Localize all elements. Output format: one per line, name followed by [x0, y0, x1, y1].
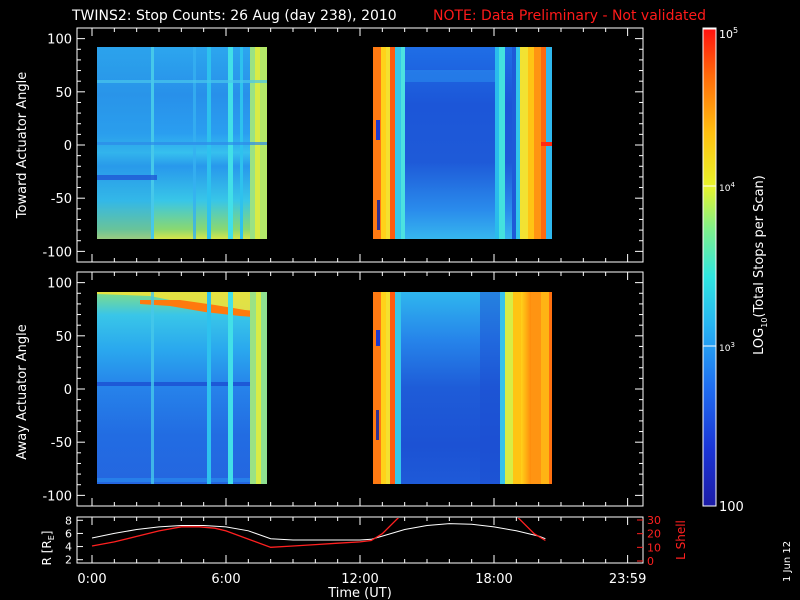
- toward-heatmap-right: [373, 47, 552, 239]
- orbit-xaxis: 0:00 6:00 12:00 18:00 23:59: [77, 517, 646, 587]
- ytick-label: -50: [51, 436, 72, 451]
- away-heatmap-right: [373, 292, 552, 484]
- orbit-lines: [91, 518, 546, 548]
- ytick-label: 50: [55, 330, 72, 345]
- figure-title: TWINS2: Stop Counts: 26 Aug (day 238), 2…: [71, 8, 397, 24]
- l-tick-label: 10: [647, 541, 661, 554]
- toward-ylabel: Toward Actuator Angle: [15, 72, 30, 219]
- ytick-label: -100: [42, 245, 72, 260]
- preliminary-note: NOTE: Data Preliminary - Not validated: [433, 8, 706, 24]
- l-tick-label: 0: [647, 555, 654, 568]
- r-axis-label: R [RE]: [40, 531, 56, 566]
- l-shell-line: [91, 518, 546, 548]
- away-panel: 100 50 0 -50 -100 Away Actuator Angle: [15, 271, 644, 507]
- r-tick-label: 8: [65, 514, 72, 527]
- l-tick-label: 30: [647, 514, 661, 527]
- ytick-label: -100: [42, 489, 72, 504]
- colorbar: 100 103 104 105 LOG10(Total Stops per Sc…: [702, 26, 769, 515]
- toward-heatmap-left: [97, 47, 267, 239]
- r-distance-line: [91, 523, 546, 541]
- away-yaxis: 100 50 0 -50 -100: [42, 277, 643, 504]
- ytick-label: 0: [64, 383, 72, 398]
- away-xaxis-ticks: [91, 272, 629, 506]
- toward-yaxis: 100 50 0 -50 -100: [42, 33, 643, 260]
- ytick-label: 0: [64, 139, 72, 154]
- date-stamp: 1 Jun 12: [782, 541, 793, 582]
- ytick-label: 100: [47, 33, 72, 48]
- colorbar-tick-1e5: 105: [719, 26, 738, 41]
- time-axis-label: Time (UT): [327, 586, 392, 600]
- ytick-label: -50: [51, 192, 72, 207]
- xtick-label: 6:00: [211, 572, 240, 587]
- r-tick-label: 6: [65, 527, 72, 540]
- colorbar-scale: [702, 27, 717, 507]
- ytick-label: 50: [55, 86, 72, 101]
- xtick-label: 0:00: [77, 572, 106, 587]
- ytick-label: 100: [47, 277, 72, 292]
- colorbar-tick-1e4: 104: [719, 181, 735, 194]
- r-tick-label: 2: [65, 554, 72, 567]
- l-tick-label: 20: [647, 528, 661, 541]
- colorbar-tick-marks: [703, 28, 716, 347]
- l-shell-axis-label: L Shell: [674, 520, 688, 560]
- r-tick-label: 4: [65, 541, 72, 554]
- xtick-label: 23:59: [609, 572, 646, 587]
- colorbar-label: LOG10(Total Stops per Scan): [752, 175, 769, 355]
- colorbar-tick-1e3: 103: [719, 341, 735, 354]
- toward-xaxis-ticks: [91, 28, 629, 262]
- toward-panel: 100 50 0 -50 -100 Toward Actuator Angle: [15, 27, 644, 263]
- away-ylabel: Away Actuator Angle: [15, 324, 30, 459]
- xtick-label: 12:00: [341, 572, 378, 587]
- away-heatmap-left: [97, 292, 267, 484]
- colorbar-tick-100: 100: [719, 500, 744, 515]
- xtick-label: 18:00: [475, 572, 512, 587]
